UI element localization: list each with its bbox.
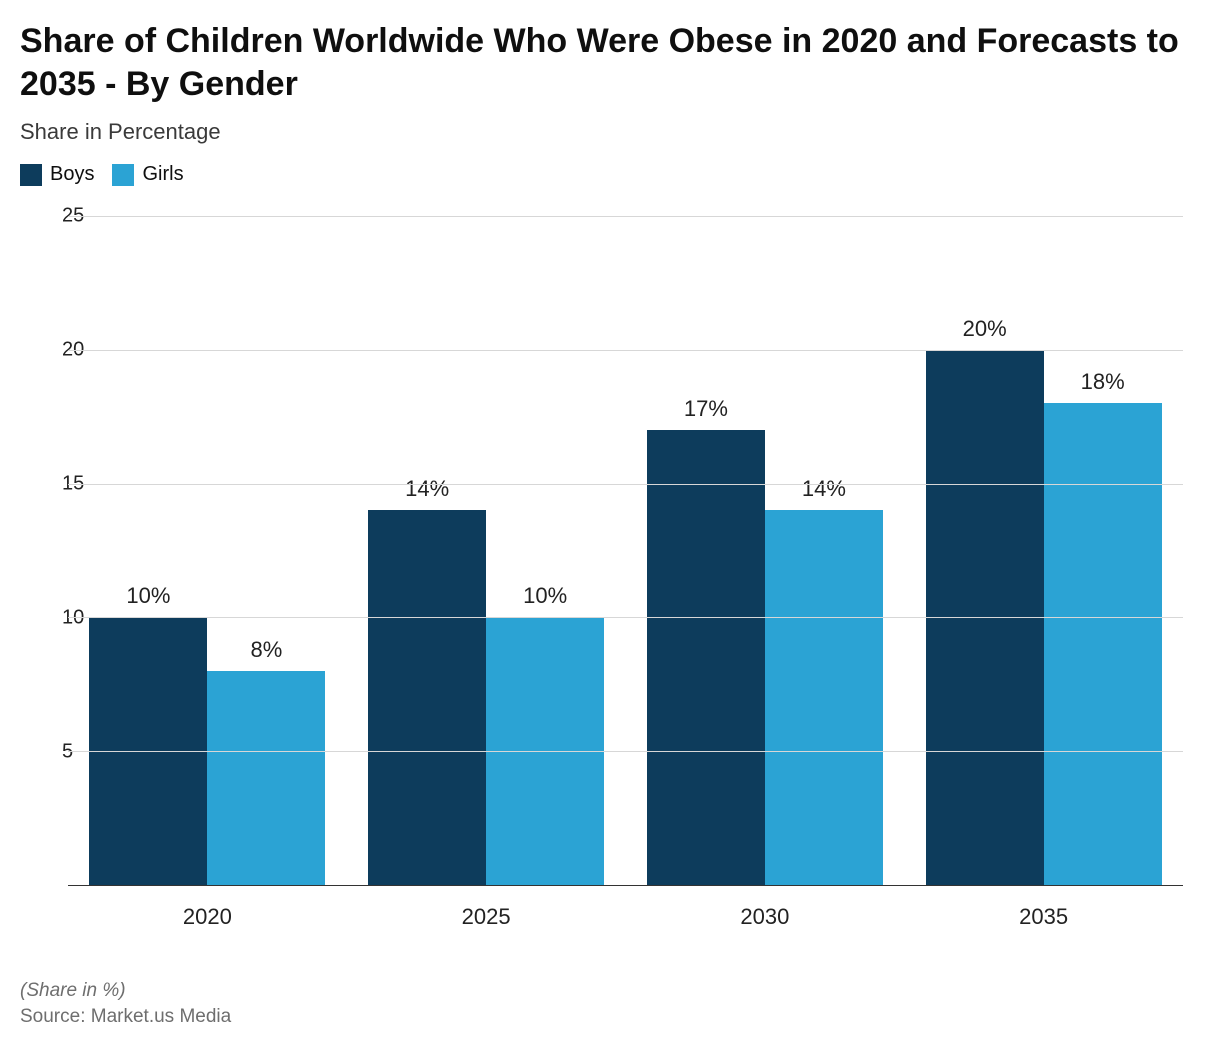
legend-swatch	[112, 164, 134, 186]
bar-value-label: 20%	[963, 316, 1007, 350]
bar: 17%	[647, 430, 765, 885]
legend-label: Girls	[142, 163, 183, 186]
chart-plot-region: 510152025 10%8%14%10%17%14%20%18% 202020…	[28, 216, 1183, 886]
gridline	[68, 350, 1183, 351]
gridline	[68, 751, 1183, 752]
legend-label: Boys	[50, 163, 94, 186]
source-prefix: Source:	[20, 1006, 91, 1027]
bar-value-label: 18%	[1081, 369, 1125, 403]
bar: 8%	[207, 671, 325, 885]
bar-value-label: 10%	[126, 583, 170, 617]
plot-area: 10%8%14%10%17%14%20%18%	[68, 216, 1183, 886]
bar-group: 17%14%	[626, 216, 905, 885]
bar-groups: 10%8%14%10%17%14%20%18%	[68, 216, 1183, 885]
bar-value-label: 17%	[684, 396, 728, 430]
chart-container: Share of Children Worldwide Who Were Obe…	[0, 0, 1220, 1042]
chart-subtitle: Share in Percentage	[20, 119, 1190, 145]
bar-value-label: 14%	[802, 476, 846, 510]
legend: Boys Girls	[20, 163, 1190, 186]
legend-item: Girls	[112, 163, 183, 186]
source-text: Market.us Media	[91, 1006, 231, 1027]
gridline	[68, 617, 1183, 618]
bar-value-label: 14%	[405, 476, 449, 510]
source-line: Source: Market.us Media	[20, 1006, 231, 1028]
x-tick-label: 2020	[68, 904, 347, 930]
gridline	[68, 216, 1183, 217]
chart-footer: (Share in %) Source: Market.us Media	[20, 980, 231, 1028]
legend-item: Boys	[20, 163, 94, 186]
bar-value-label: 8%	[250, 637, 282, 671]
bar: 18%	[1044, 403, 1162, 885]
x-tick-label: 2025	[347, 904, 626, 930]
x-axis: 2020202520302035	[68, 886, 1183, 930]
bar-group: 10% 8%	[68, 216, 347, 885]
bar-group: 20% 18%	[904, 216, 1183, 885]
legend-swatch	[20, 164, 42, 186]
x-tick-label: 2035	[904, 904, 1183, 930]
bar-value-label: 10%	[523, 583, 567, 617]
bar: 14%	[765, 510, 883, 885]
bar: 14%	[368, 510, 486, 885]
bar-group: 14% 10%	[347, 216, 626, 885]
x-tick-label: 2030	[626, 904, 905, 930]
chart-title: Share of Children Worldwide Who Were Obe…	[20, 20, 1190, 105]
gridline	[68, 484, 1183, 485]
footnote: (Share in %)	[20, 980, 231, 1002]
